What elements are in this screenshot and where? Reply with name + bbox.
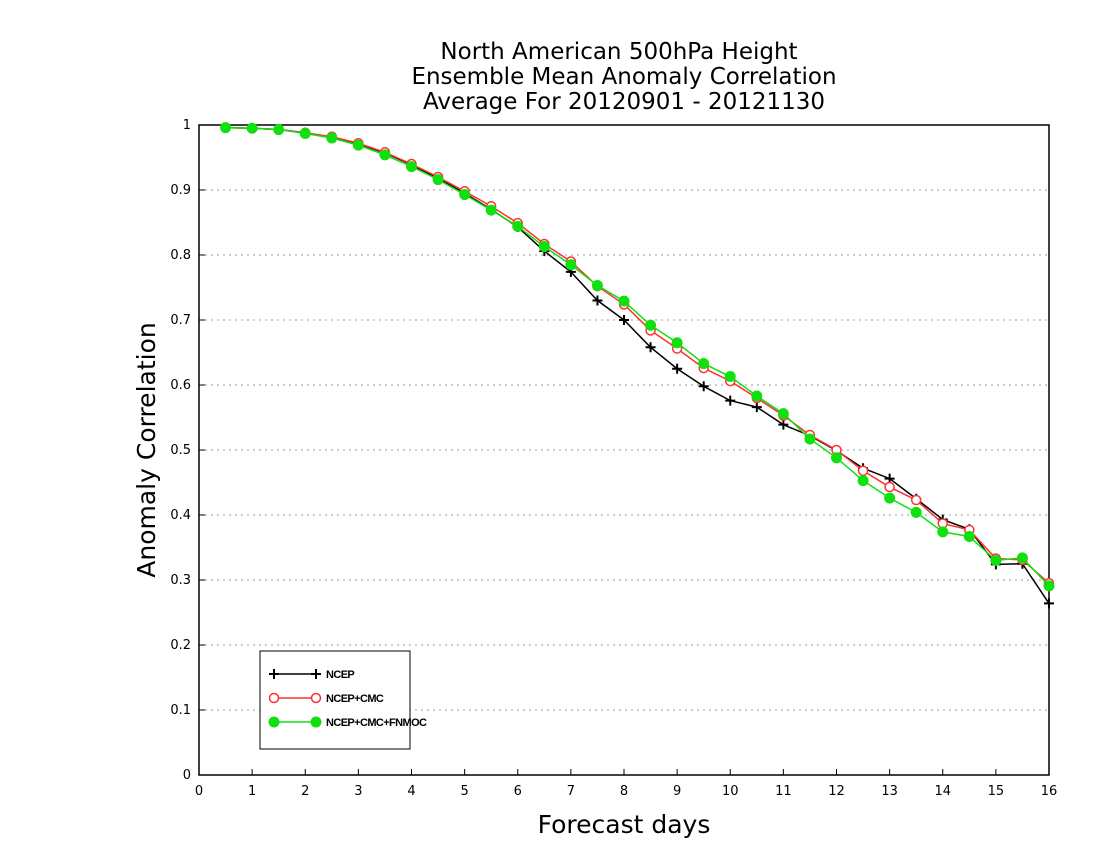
x-tick-label-8: 8: [620, 784, 628, 799]
series-2-point-0: [220, 122, 232, 134]
series-2-point-16: [645, 319, 657, 331]
chart-title: North American 500hPa Height Ensemble Me…: [411, 39, 836, 115]
legend-marker-start-0: [269, 669, 279, 679]
series-0-point-20: [751, 402, 762, 413]
legend-marker-end-0: [311, 669, 321, 679]
legend: NCEP NCEP+CMC NCEP+CMC+FNMOC: [259, 650, 428, 750]
series-0-point-31: [1044, 598, 1054, 609]
legend-marker-start-2: [268, 716, 280, 728]
y-axis-label: Anomaly Correlation: [132, 322, 161, 577]
x-tick-label-16: 16: [1041, 784, 1058, 799]
y-tick-label-7: 0.7: [170, 313, 191, 328]
y-tick-label-2: 0.2: [170, 638, 191, 653]
series-2-point-2: [273, 124, 285, 136]
x-axis-label: Forecast days: [538, 810, 711, 839]
series-2-point-8: [432, 174, 444, 186]
series-2-point-1: [246, 122, 258, 134]
series-2-point-12: [538, 241, 550, 253]
series-0-point-14: [592, 295, 603, 306]
series-2-point-6: [379, 149, 391, 161]
series-0-point-21: [778, 419, 789, 430]
series-line-0: [225, 126, 1050, 604]
series-2-point-31: [1043, 580, 1055, 592]
series-2-point-28: [963, 530, 975, 542]
y-tick-label-5: 0.5: [170, 443, 191, 458]
x-axis-ticks: 0 1 2 3 4 5 6 7 8 9 10 11 12 13 14 15 16: [195, 769, 1057, 799]
series-line-2: [225, 126, 1050, 587]
y-tick-label-10: 1: [183, 118, 191, 133]
series-2-point-24: [857, 475, 869, 487]
series-0-point-18: [698, 381, 709, 392]
y-tick-label-1: 0.1: [170, 703, 191, 718]
chart-title-line-3: Average For 20120901 - 20121130: [423, 89, 825, 115]
series-2-point-22: [804, 433, 816, 445]
x-tick-label-14: 14: [934, 784, 951, 799]
series-2-point-30: [1016, 552, 1028, 564]
x-tick-label-15: 15: [988, 784, 1005, 799]
series-2-point-13: [565, 259, 577, 271]
series-2-point-27: [937, 526, 949, 538]
y-tick-label-8: 0.8: [170, 248, 191, 263]
x-tick-label-6: 6: [514, 784, 522, 799]
legend-label-1: NCEP+CMC: [326, 693, 384, 705]
x-tick-label-0: 0: [195, 784, 203, 799]
series-2-point-10: [485, 204, 497, 216]
series-1-point-25: [884, 481, 895, 493]
series-2-point-9: [459, 189, 471, 201]
series-2-point-18: [698, 358, 710, 370]
series-2-point-21: [777, 408, 789, 420]
series-1-point-24: [857, 465, 869, 477]
x-tick-label-7: 7: [567, 784, 575, 799]
series-2-point-11: [512, 220, 524, 232]
series-2-point-26: [910, 506, 922, 518]
series-0-point-15: [619, 315, 629, 325]
series-2-point-7: [406, 161, 417, 173]
legend-label-0: NCEP: [326, 669, 354, 681]
series-0-point-16: [645, 342, 656, 353]
series-2-point-4: [326, 132, 338, 144]
legend-label-2: NCEP+CMC+FNMOC: [326, 717, 427, 729]
series-2-point-25: [884, 492, 896, 504]
x-tick-label-12: 12: [828, 784, 845, 799]
x-tick-label-2: 2: [301, 784, 309, 799]
y-tick-label-4: 0.4: [170, 508, 191, 523]
x-tick-label-5: 5: [460, 784, 468, 799]
series-0: [220, 122, 1054, 609]
series-2-point-17: [671, 337, 683, 349]
series-layer: [220, 122, 1055, 609]
gridlines: [199, 189, 1049, 711]
x-tick-label-1: 1: [248, 784, 256, 799]
legend-box: [259, 650, 411, 750]
series-2-point-23: [831, 452, 842, 464]
legend-marker-start-1: [268, 692, 280, 704]
x-tick-label-11: 11: [775, 784, 792, 799]
x-tick-label-3: 3: [354, 784, 362, 799]
legend-marker-end-1: [310, 692, 322, 704]
series-2-point-19: [724, 371, 736, 383]
series-2-point-29: [990, 555, 1002, 566]
y-axis-ticks: 0 0.1 0.2 0.3 0.4 0.5 0.6 0.7 0.8 0.9 1: [170, 118, 205, 783]
series-2: [220, 122, 1055, 592]
series-2-point-20: [751, 390, 763, 402]
series-1: [220, 122, 1055, 589]
series-2-point-15: [618, 295, 630, 307]
series-2-point-14: [591, 280, 603, 292]
chart-title-line-2: Ensemble Mean Anomaly Correlation: [411, 64, 836, 90]
x-tick-label-13: 13: [881, 784, 898, 799]
x-tick-label-9: 9: [673, 784, 681, 799]
x-tick-label-4: 4: [407, 784, 415, 799]
y-tick-label-9: 0.9: [170, 183, 191, 198]
series-0-point-19: [725, 395, 736, 406]
legend-marker-end-2: [310, 716, 322, 728]
chart-title-line-1: North American 500hPa Height: [440, 39, 797, 65]
y-tick-label-0: 0: [183, 768, 191, 783]
y-tick-label-6: 0.6: [170, 378, 191, 393]
y-tick-label-3: 0.3: [170, 573, 191, 588]
series-1-point-26: [910, 494, 922, 506]
series-2-point-5: [352, 139, 364, 151]
series-2-point-3: [299, 127, 311, 139]
x-tick-label-10: 10: [722, 784, 739, 799]
series-0-point-17: [672, 363, 683, 374]
